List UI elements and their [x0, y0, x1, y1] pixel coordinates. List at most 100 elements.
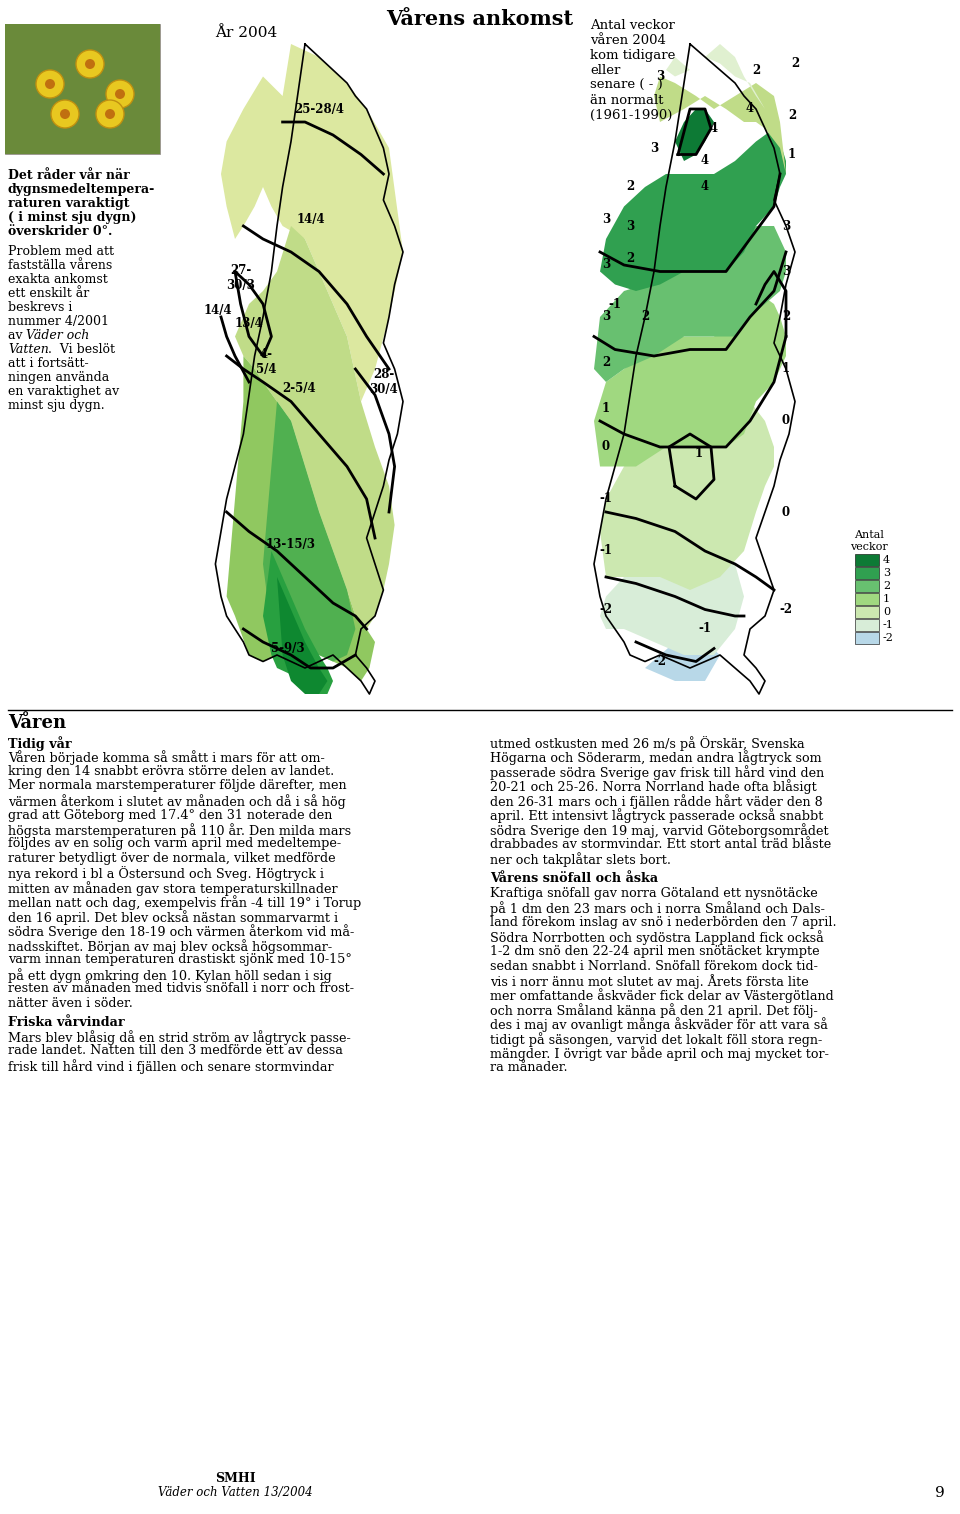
Text: 14/4: 14/4 [204, 304, 232, 316]
Text: fastställa vårens: fastställa vårens [8, 259, 112, 273]
Text: raturen varaktigt: raturen varaktigt [8, 197, 130, 210]
Text: 4: 4 [746, 103, 754, 115]
Text: Högarna och Söderarm, medan andra lågtryck som: Högarna och Söderarm, medan andra lågtry… [490, 751, 822, 766]
Text: överskrider 0°.: överskrider 0°. [8, 226, 112, 238]
Text: 28-
30/4: 28- 30/4 [369, 368, 397, 397]
Text: passerade södra Sverige gav frisk till hård vind den: passerade södra Sverige gav frisk till h… [490, 765, 825, 780]
Text: 3: 3 [602, 259, 611, 271]
Text: Friska vårvindar: Friska vårvindar [8, 1016, 125, 1028]
Text: exakta ankomst: exakta ankomst [8, 273, 108, 286]
Text: beskrevs i: beskrevs i [8, 301, 72, 313]
Polygon shape [654, 77, 786, 174]
Polygon shape [600, 401, 774, 590]
Text: 14/4: 14/4 [297, 213, 324, 226]
Text: 0: 0 [782, 415, 790, 427]
Bar [855, 593, 879, 606]
Text: 27-
30/3: 27- 30/3 [227, 263, 255, 292]
Text: 13-15/3: 13-15/3 [266, 537, 316, 551]
Text: nadsskiftet. Början av maj blev också högsommar-: nadsskiftet. Början av maj blev också hö… [8, 939, 332, 954]
Text: 4: 4 [701, 180, 709, 194]
Text: nya rekord i bl a Östersund och Sveg. Högtryck i: nya rekord i bl a Östersund och Sveg. Hö… [8, 866, 324, 881]
Text: 2: 2 [791, 58, 799, 70]
Text: 3: 3 [781, 265, 790, 279]
Text: 1: 1 [782, 362, 790, 375]
Text: 9: 9 [935, 1487, 945, 1500]
Text: Våren började komma så smått i mars för att om-: Våren började komma så smått i mars för … [8, 751, 324, 766]
Text: nätter även i söder.: nätter även i söder. [8, 998, 132, 1010]
Text: Det råder vår när: Det råder vår när [8, 170, 130, 182]
Circle shape [115, 89, 125, 98]
Polygon shape [263, 401, 355, 662]
Bar [5, 24, 160, 154]
Text: södra Sverige den 19 maj, varvid Göteborgsområdet: södra Sverige den 19 maj, varvid Götebor… [490, 824, 828, 837]
Polygon shape [600, 129, 786, 291]
Text: utmed ostkusten med 26 m/s på Örskär, Svenska: utmed ostkusten med 26 m/s på Örskär, Sv… [490, 736, 804, 751]
Text: april. Ett intensivt lågtryck passerade också snabbt: april. Ett intensivt lågtryck passerade … [490, 808, 824, 824]
Text: och norra Småland känna på den 21 april. Det följ-: och norra Småland känna på den 21 april.… [490, 1002, 818, 1017]
Text: resten av månaden med tidvis snöfall i norr och frost-: resten av månaden med tidvis snöfall i n… [8, 983, 354, 996]
Text: 0: 0 [883, 607, 890, 618]
Text: 2: 2 [781, 310, 790, 324]
Text: -2: -2 [883, 633, 894, 643]
Text: en varaktighet av: en varaktighet av [8, 385, 119, 398]
Text: minst sju dygn.: minst sju dygn. [8, 400, 105, 412]
Text: Vatten: Vatten [8, 344, 49, 356]
Text: 2: 2 [626, 251, 635, 265]
Polygon shape [645, 642, 720, 681]
Text: 2: 2 [641, 310, 649, 324]
Text: högsta marstemperaturen på 110 år. Den milda mars: högsta marstemperaturen på 110 år. Den m… [8, 824, 351, 837]
Text: rade landet. Natten till den 3 medförde ett av dessa: rade landet. Natten till den 3 medförde … [8, 1045, 343, 1057]
Polygon shape [277, 577, 327, 693]
Text: 4-
5/4: 4- 5/4 [255, 348, 276, 377]
Text: 1: 1 [788, 148, 796, 160]
Text: den 16 april. Det blev också nästan sommarvarmt i: den 16 april. Det blev också nästan somm… [8, 910, 338, 925]
Text: Södra Norrbotten och sydöstra Lappland fick också: Södra Norrbotten och sydöstra Lappland f… [490, 931, 824, 945]
FancyBboxPatch shape [5, 24, 160, 154]
Text: att i fortsätt-: att i fortsätt- [8, 357, 88, 369]
Polygon shape [675, 109, 714, 160]
Text: -2: -2 [599, 603, 612, 616]
Polygon shape [263, 551, 333, 693]
Circle shape [51, 100, 79, 129]
Text: vis i norr ännu mot slutet av maj. Årets första lite: vis i norr ännu mot slutet av maj. Årets… [490, 974, 808, 989]
Text: Kraftiga snöfall gav norra Götaland ett nysnötäcke: Kraftiga snöfall gav norra Götaland ett … [490, 887, 818, 899]
Text: kring den 14 snabbt erövra större delen av landet.: kring den 14 snabbt erövra större delen … [8, 765, 334, 778]
Text: drabbades av stormvindar. Ett stort antal träd blåste: drabbades av stormvindar. Ett stort anta… [490, 837, 831, 851]
Text: Mars blev blåsig då en strid ström av lågtryck passe-: Mars blev blåsig då en strid ström av lå… [8, 1030, 350, 1045]
Text: År 2004: År 2004 [215, 26, 277, 39]
Text: 5-9/3: 5-9/3 [272, 642, 305, 656]
Text: dygnsmedeltempera-: dygnsmedeltempera- [8, 183, 156, 195]
Text: Antal veckor
våren 2004
kom tidigare
eller
senare ( - )
än normalt
(1961-1990): Antal veckor våren 2004 kom tidigare ell… [590, 20, 676, 123]
Text: Problem med att: Problem med att [8, 245, 114, 257]
Bar [855, 619, 879, 631]
Text: ningen använda: ningen använda [8, 371, 109, 385]
Text: södra Sverige den 18-19 och värmen återkom vid må-: södra Sverige den 18-19 och värmen återk… [8, 925, 354, 939]
Circle shape [106, 80, 134, 107]
Text: 1: 1 [695, 447, 703, 460]
Bar [855, 568, 879, 578]
Text: 4: 4 [710, 123, 718, 135]
Polygon shape [227, 356, 375, 681]
Text: mer omfattande åskväder fick delar av Västergötland: mer omfattande åskväder fick delar av Vä… [490, 989, 833, 1004]
Text: 3: 3 [883, 568, 890, 578]
Bar [855, 580, 879, 592]
Text: sedan snabbt i Norrland. Snöfall förekom dock tid-: sedan snabbt i Norrland. Snöfall förekom… [490, 960, 818, 972]
Text: 0: 0 [782, 506, 790, 518]
Text: mellan natt och dag, exempelvis från -4 till 19° i Torup: mellan natt och dag, exempelvis från -4 … [8, 895, 361, 910]
Bar [855, 631, 879, 643]
Text: Vårens ankomst: Vårens ankomst [387, 9, 573, 29]
Text: des i maj av ovanligt många åskväder för att vara så: des i maj av ovanligt många åskväder för… [490, 1017, 828, 1033]
Text: ett enskilt år: ett enskilt år [8, 288, 89, 300]
Text: land förekom inslag av snö i nederbörden den 7 april.: land förekom inslag av snö i nederbörden… [490, 916, 836, 930]
Text: grad att Göteborg med 17.4° den 31 noterade den: grad att Göteborg med 17.4° den 31 noter… [8, 808, 332, 822]
Text: 2: 2 [752, 64, 760, 77]
Circle shape [76, 50, 104, 79]
Text: 3: 3 [602, 213, 611, 226]
Text: Väder och Vatten 13/2004: Väder och Vatten 13/2004 [157, 1487, 312, 1499]
Text: SMHI: SMHI [215, 1472, 255, 1485]
Bar [855, 554, 879, 566]
Text: -2: -2 [654, 656, 666, 668]
Text: mängder. I övrigt var både april och maj mycket tor-: mängder. I övrigt var både april och maj… [490, 1046, 828, 1061]
Text: Tidig vår: Tidig vår [8, 736, 72, 751]
Text: värmen återkom i slutet av månaden och då i så hög: värmen återkom i slutet av månaden och d… [8, 793, 346, 808]
